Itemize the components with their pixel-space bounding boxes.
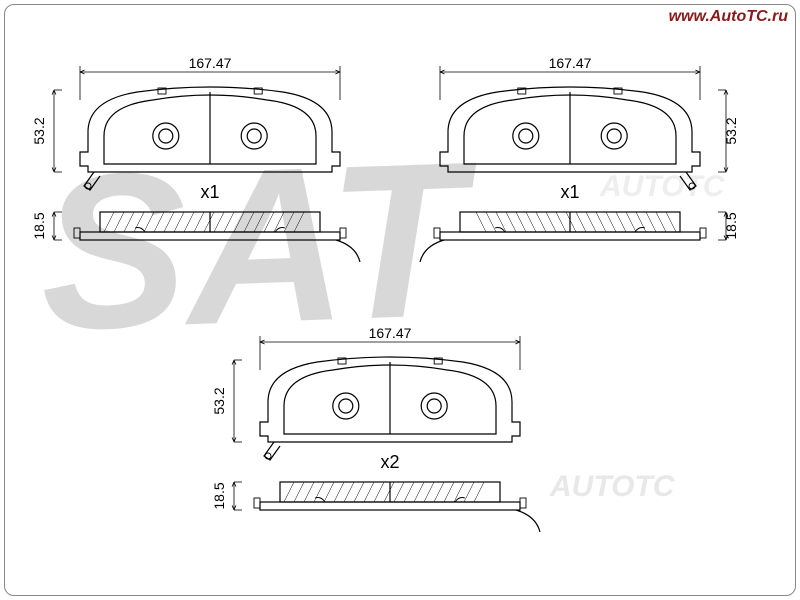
qty-label: x2 <box>380 452 399 472</box>
dim-height: 53.2 <box>31 117 47 144</box>
watermark-url: www.AutoTC.ru <box>669 8 788 26</box>
dim-height: 53.2 <box>723 117 739 144</box>
diagram-container: 167.47 53.2 x1 18.5 167.47 53.2 x1 18.5 167.47 53… <box>30 40 770 560</box>
dim-thickness: 18.5 <box>723 212 739 239</box>
dim-thickness: 18.5 <box>31 212 47 239</box>
dim-thickness: 18.5 <box>211 482 227 509</box>
dim-height: 53.2 <box>211 387 227 414</box>
dim-width: 167.47 <box>369 325 412 341</box>
brake-pad-top-right: 167.47 53.2 x1 18.5 <box>420 55 739 262</box>
qty-label: x1 <box>200 182 219 202</box>
dim-width: 167.47 <box>549 55 592 71</box>
brake-pad-bottom-center: 167.47 53.2 x2 18.5 <box>211 325 540 532</box>
qty-label: x1 <box>560 182 579 202</box>
dim-width: 167.47 <box>189 55 232 71</box>
brake-pad-top-left: 167.47 53.2 x1 18.5 <box>31 55 360 262</box>
technical-drawing-svg: 167.47 53.2 x1 18.5 167.47 53.2 x1 18.5 167.47 53… <box>30 40 770 560</box>
